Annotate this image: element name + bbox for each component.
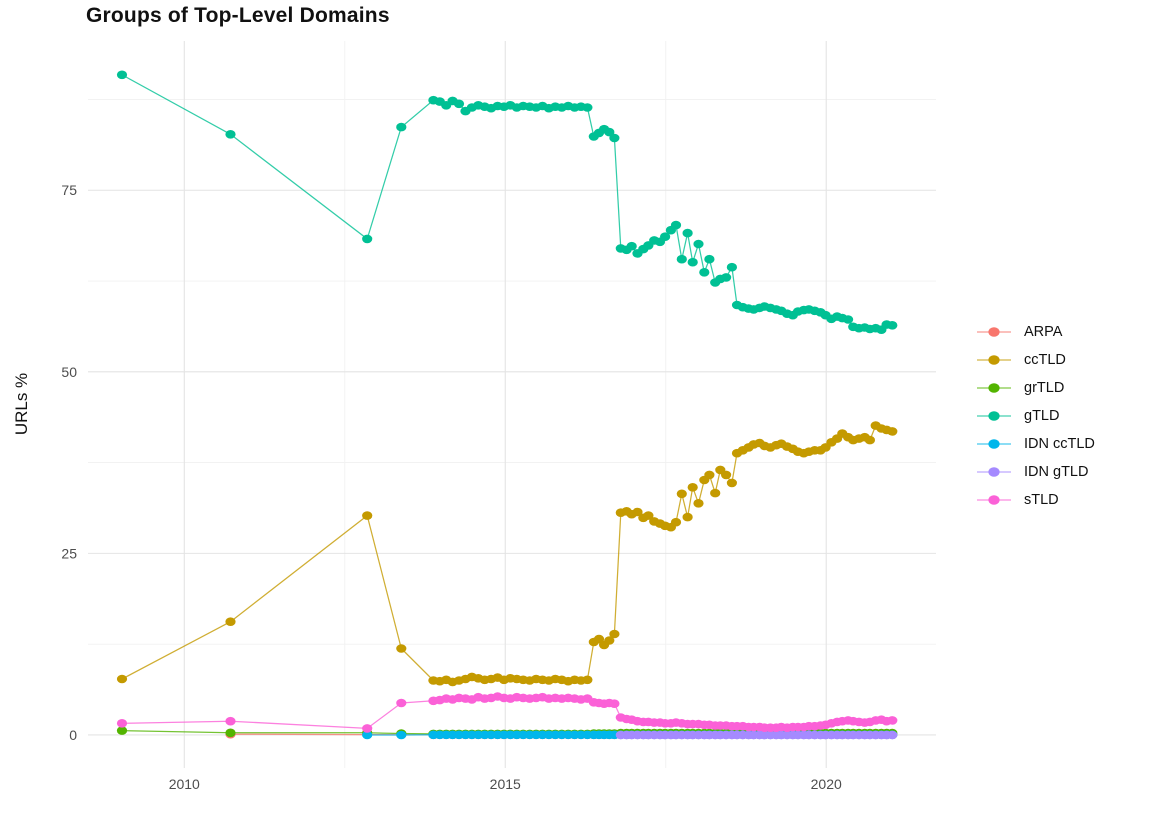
legend-label-grtld: grTLD [1024, 379, 1065, 396]
series-grtld-point [116, 726, 128, 735]
series-cctld-point [632, 507, 643, 517]
legend-dot [988, 466, 1000, 477]
series-gtld-point [362, 234, 373, 244]
series-stld-point [396, 698, 407, 708]
series-cctld-point [887, 427, 898, 436]
series-gtld-point [693, 239, 704, 249]
series-cctld-point [710, 488, 721, 498]
legend-marker-stld [977, 494, 1011, 505]
series-cctld-point [643, 511, 654, 520]
series-cctld-point [396, 644, 407, 653]
series-gtld-point [721, 273, 732, 282]
legend-marker-gtld [977, 410, 1011, 421]
legend-label-arpa: ARPA [1024, 323, 1063, 340]
legend-item-grtld: grTLD [976, 378, 1095, 397]
legend-item-gtld: gTLD [976, 406, 1095, 425]
series-stld-point [362, 724, 373, 733]
series-gtld-point [626, 241, 637, 251]
legend-dot [988, 354, 1000, 365]
series-idn-cctld-point [362, 730, 373, 740]
series-gtld-point [582, 103, 593, 112]
series-gtld-point [699, 268, 710, 277]
legend-marker-cctld [977, 354, 1011, 365]
series-cctld-point [687, 483, 698, 492]
series-gtld-point [225, 130, 236, 139]
series-cctld-point [116, 674, 128, 684]
series-gtld-point [726, 262, 738, 272]
series-gtld-point [682, 228, 693, 238]
x-tick-label: 2010 [169, 776, 200, 792]
series-gtld-point [704, 254, 715, 264]
series-stld-point [609, 699, 620, 708]
series-idn-cctld-point [396, 730, 407, 740]
x-tick-label: 2015 [490, 776, 521, 792]
series-gtld-point [670, 220, 682, 230]
series-cctld-point [676, 489, 687, 499]
y-tick-label: 75 [61, 182, 77, 198]
series-cctld-point [609, 629, 620, 639]
series-cctld-point [225, 617, 236, 626]
series-stld-point [225, 716, 236, 726]
series-gtld-point [396, 122, 407, 132]
series-cctld-point [726, 478, 738, 488]
series-cctld-point [704, 470, 715, 480]
y-tick-label: 0 [69, 727, 77, 743]
series-gtld-point [609, 133, 620, 143]
series-cctld-point [604, 636, 615, 645]
series-gtld-point [116, 70, 128, 80]
legend-label-gtld: gTLD [1024, 407, 1060, 424]
legend-dot [988, 382, 1000, 393]
series-gtld-point [887, 321, 898, 330]
series-cctld-point [693, 499, 704, 508]
series-cctld-point [682, 512, 693, 522]
series-gtld-point [676, 254, 687, 264]
y-tick-label: 50 [61, 364, 77, 380]
series-gtld-point [687, 257, 698, 267]
legend-dot [988, 326, 1000, 337]
series-stld-point [887, 716, 898, 725]
series-gtld-point [660, 232, 671, 241]
legend-marker-idn-cctld [977, 438, 1011, 449]
y-tick-label: 25 [61, 545, 77, 561]
series-cctld-point [670, 517, 682, 527]
legend-dot [988, 494, 1000, 505]
legend-marker-grtld [977, 382, 1011, 393]
series-cctld-point [864, 435, 876, 445]
legend: ARPA ccTLD grTLD gTLD IDN ccTLD IDN gTLD sTLD [976, 322, 1095, 518]
series-cctld-point [362, 511, 373, 520]
legend-marker-arpa [977, 326, 1011, 337]
legend-item-idn-gtld: IDN gTLD [976, 462, 1095, 481]
legend-label-cctld: ccTLD [1024, 351, 1066, 368]
series-gtld-line [121, 74, 893, 331]
series-gtld-point [604, 127, 615, 137]
legend-item-idn-cctld: IDN ccTLD [976, 434, 1095, 453]
series-gtld-point [453, 99, 465, 109]
legend-item-cctld: ccTLD [976, 350, 1095, 369]
legend-label-idn-cctld: IDN ccTLD [1024, 435, 1095, 452]
x-tick-label: 2020 [811, 776, 842, 792]
legend-label-stld: sTLD [1024, 491, 1059, 508]
legend-dot [988, 410, 1000, 421]
legend-label-idn-gtld: IDN gTLD [1024, 463, 1089, 480]
series-stld-point [116, 719, 128, 728]
series-cctld-point [582, 675, 593, 685]
series-cctld-point [721, 470, 732, 480]
legend-dot [988, 438, 1000, 449]
series-grtld-point [225, 728, 236, 738]
legend-item-stld: sTLD [976, 490, 1095, 509]
legend-item-arpa: ARPA [976, 322, 1095, 341]
legend-marker-idn-gtld [977, 466, 1011, 477]
chart-title: Groups of Top-Level Domains [86, 4, 390, 27]
series-gtld-point [843, 315, 854, 324]
series-idn-gtld-point [887, 730, 898, 740]
